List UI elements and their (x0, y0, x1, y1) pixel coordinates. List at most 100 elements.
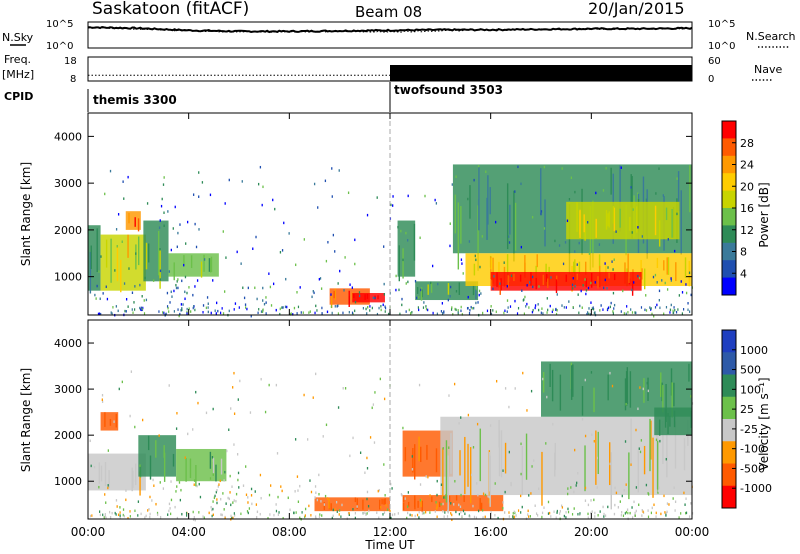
power-region-texture (127, 234, 129, 258)
velocity-region-texture (656, 435, 658, 490)
velocity-region-texture (417, 500, 419, 508)
velocity-colorbar-swatch (722, 485, 736, 509)
power-region-texture (675, 262, 677, 282)
power-region-texture (665, 207, 668, 221)
power-scatter-point (395, 288, 397, 292)
velocity-scatter-point (181, 512, 183, 516)
power-scatter-point (390, 203, 392, 207)
velocity-scatter-point (400, 493, 403, 496)
velocity-ground-scatter-point (168, 509, 170, 513)
power-scatter-point (526, 284, 528, 287)
power-scatter-point (670, 277, 672, 280)
power-region-texture (473, 263, 476, 276)
velocity-region-texture (500, 430, 503, 478)
velocity-scatter-point (668, 503, 670, 506)
velocity-scatter-point (577, 472, 579, 475)
power-panel: 1000 2000 3000 4000 Slant Range [km] (19, 112, 693, 318)
power-scatter-point (228, 178, 230, 182)
velocity-scatter-point (584, 434, 587, 438)
power-scatter-point (185, 242, 187, 245)
velocity-scatter-point (459, 505, 462, 509)
power-ytick-label: 3000 (54, 177, 82, 190)
power-scatter-point (173, 289, 175, 293)
velocity-region-texture (445, 440, 448, 503)
power-scatter-point (678, 294, 681, 297)
velocity-scatter-point (344, 387, 347, 390)
power-ground-scatter-point (635, 311, 637, 315)
velocity-region-texture (442, 447, 444, 498)
power-ground-scatter-point (337, 312, 340, 315)
power-ground-scatter-point (205, 306, 207, 310)
power-scatter-point (383, 282, 385, 286)
power-scatter-point (163, 224, 165, 228)
velocity-ground-scatter-point (685, 511, 687, 515)
velocity-scatter-point (380, 506, 382, 509)
velocity-scatter-point (611, 384, 614, 388)
power-scatter-point (658, 298, 660, 302)
power-ground-scatter-point (592, 306, 594, 309)
power-ground-scatter-point (588, 312, 590, 316)
power-ground-scatter-point (371, 306, 373, 310)
velocity-ground-scatter-point (451, 513, 453, 517)
power-scatter-point (354, 238, 356, 242)
power-scatter-point (194, 222, 196, 226)
velocity-colorbar-tick-label: 500 (740, 364, 761, 377)
power-scatter-point (324, 179, 327, 183)
power-region-texture (333, 290, 335, 299)
power-ground-scatter-point (626, 305, 628, 308)
power-scatter-point (510, 274, 513, 278)
power-region-texture (576, 273, 578, 280)
velocity-scatter-point (531, 465, 533, 468)
power-region-texture (654, 205, 657, 236)
power-scatter-point (317, 206, 319, 209)
velocity-scatter-point (289, 508, 291, 512)
velocity-ground-scatter-point (571, 513, 574, 516)
velocity-scatter-point (249, 411, 252, 414)
power-scatter-point (209, 193, 212, 197)
velocity-scatter-point (563, 514, 566, 518)
power-region-texture (137, 236, 140, 266)
freq-series (88, 72, 693, 76)
power-scatter-point (434, 198, 436, 202)
power-scatter-point (526, 302, 528, 306)
power-scatter-point (543, 165, 546, 169)
velocity-scatter-point (596, 486, 598, 489)
power-scatter-point (159, 269, 162, 273)
power-region-texture (628, 271, 630, 284)
power-scatter-point (186, 220, 189, 224)
velocity-ground-scatter-point (464, 512, 466, 516)
velocity-scatter-point (239, 379, 241, 383)
power-scatter-point (262, 299, 264, 302)
power-scatter-point (104, 192, 106, 196)
power-ground-scatter-point (158, 310, 160, 313)
velocity-ground-scatter-point (277, 513, 279, 516)
power-scatter-point (169, 301, 171, 304)
power-scatter-point (538, 285, 540, 288)
power-scatter-point (170, 290, 172, 294)
power-region-texture (535, 277, 537, 290)
power-scatter-point (184, 275, 187, 279)
power-scatter-point (121, 240, 123, 244)
power-scatter-point (268, 272, 270, 275)
power-ground-scatter-point (125, 310, 127, 313)
velocity-scatter-point (167, 513, 169, 516)
power-ground-scatter-point (124, 309, 126, 313)
power-colorbar-swatch (722, 138, 736, 157)
power-scatter-point (330, 293, 332, 296)
power-scatter-point (543, 227, 546, 230)
x-tick-label: 16:00 (473, 525, 508, 539)
velocity-region-texture (163, 445, 165, 458)
power-region-texture (457, 202, 460, 270)
velocity-scatter-point (367, 504, 370, 508)
power-ground-scatter-point (300, 311, 302, 314)
velocity-region-texture (559, 374, 562, 411)
power-scatter-point (178, 314, 180, 318)
power-region-texture (460, 206, 462, 244)
velocity-region-texture (323, 501, 326, 511)
power-scatter-point (116, 245, 118, 248)
power-scatter-point (688, 271, 691, 275)
velocity-region-texture (674, 421, 677, 469)
power-ground-scatter-point (207, 306, 209, 309)
power-colorbar-swatch (722, 242, 736, 261)
power-scatter-point (520, 182, 522, 186)
